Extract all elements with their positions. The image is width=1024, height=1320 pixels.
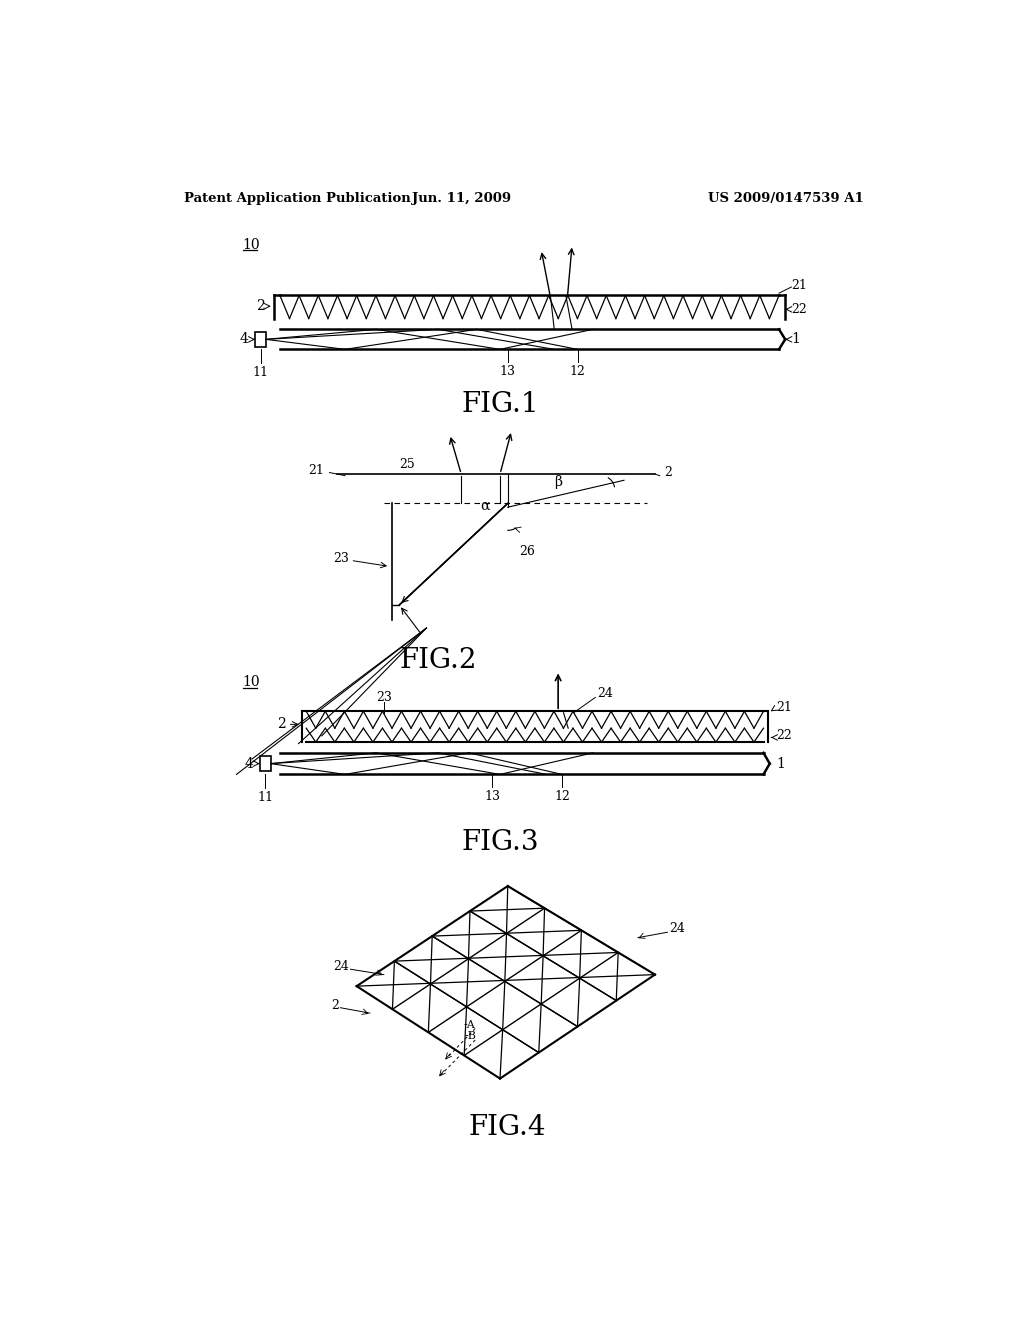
Text: 12: 12 (554, 789, 570, 803)
Text: β: β (554, 475, 562, 488)
Text: 4: 4 (245, 756, 254, 771)
Text: 12: 12 (569, 364, 586, 378)
Text: 10: 10 (243, 675, 260, 689)
Text: 1: 1 (776, 756, 784, 771)
Text: FIG.2: FIG.2 (399, 647, 477, 675)
Text: 13: 13 (484, 789, 501, 803)
Text: 23: 23 (376, 690, 392, 704)
Text: -B: -B (465, 1031, 477, 1041)
Text: 21: 21 (792, 279, 807, 292)
Text: -A: -A (464, 1019, 475, 1030)
Text: α: α (480, 499, 489, 512)
Text: 23: 23 (333, 552, 349, 565)
Text: 22: 22 (792, 302, 807, 315)
Text: Jun. 11, 2009: Jun. 11, 2009 (412, 191, 511, 205)
Text: Patent Application Publication: Patent Application Publication (183, 191, 411, 205)
Bar (260, 756, 270, 771)
Text: 2: 2 (331, 999, 339, 1012)
Text: 24: 24 (597, 686, 612, 700)
Text: 11: 11 (253, 367, 268, 379)
Text: 10: 10 (243, 238, 260, 252)
Text: 2: 2 (256, 300, 264, 313)
Text: FIG.4: FIG.4 (469, 1114, 547, 1140)
Text: US 2009/0147539 A1: US 2009/0147539 A1 (709, 191, 864, 205)
Text: 22: 22 (776, 730, 792, 742)
Text: 24: 24 (669, 921, 685, 935)
Text: FIG.1: FIG.1 (461, 391, 539, 418)
Text: 24: 24 (333, 961, 349, 973)
Text: FIG.3: FIG.3 (461, 829, 539, 855)
Text: 13: 13 (500, 364, 516, 378)
Text: 1: 1 (792, 333, 801, 346)
Text: 2: 2 (278, 717, 286, 731)
Text: 2: 2 (665, 466, 672, 479)
Text: 21: 21 (776, 701, 792, 714)
Bar (255, 331, 266, 347)
Text: 21: 21 (308, 463, 324, 477)
Text: 11: 11 (257, 792, 273, 804)
Text: 4: 4 (240, 333, 249, 346)
Text: 25: 25 (399, 458, 415, 471)
Text: 26: 26 (519, 545, 536, 557)
